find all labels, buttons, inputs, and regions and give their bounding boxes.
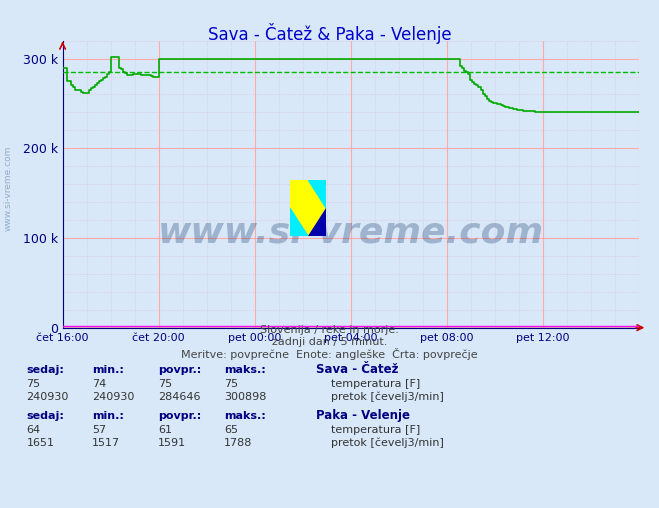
- Text: pretok [čevelj3/min]: pretok [čevelj3/min]: [331, 392, 444, 402]
- Polygon shape: [308, 180, 326, 208]
- Polygon shape: [308, 208, 326, 236]
- Text: sedaj:: sedaj:: [26, 365, 64, 375]
- Text: 65: 65: [224, 425, 238, 435]
- Text: 1788: 1788: [224, 438, 252, 448]
- Text: 75: 75: [224, 379, 238, 389]
- Text: min.:: min.:: [92, 411, 124, 421]
- Text: 75: 75: [26, 379, 40, 389]
- Text: 1651: 1651: [26, 438, 54, 448]
- Text: 284646: 284646: [158, 392, 200, 402]
- Text: 64: 64: [26, 425, 40, 435]
- Text: min.:: min.:: [92, 365, 124, 375]
- Text: povpr.:: povpr.:: [158, 365, 202, 375]
- Text: 240930: 240930: [92, 392, 134, 402]
- Text: 74: 74: [92, 379, 107, 389]
- Text: zadnji dan / 5 minut.: zadnji dan / 5 minut.: [272, 337, 387, 347]
- Text: 1517: 1517: [92, 438, 121, 448]
- Text: sedaj:: sedaj:: [26, 411, 64, 421]
- Text: 61: 61: [158, 425, 172, 435]
- Text: Sava - Čatež & Paka - Velenje: Sava - Čatež & Paka - Velenje: [208, 23, 451, 44]
- Text: www.si-vreme.com: www.si-vreme.com: [3, 145, 13, 231]
- Text: Paka - Velenje: Paka - Velenje: [316, 409, 411, 422]
- Text: maks.:: maks.:: [224, 411, 266, 421]
- Text: Slovenija / reke in morje.: Slovenija / reke in morje.: [260, 325, 399, 335]
- Text: Meritve: povprečne  Enote: angleške  Črta: povprečje: Meritve: povprečne Enote: angleške Črta:…: [181, 348, 478, 360]
- Text: maks.:: maks.:: [224, 365, 266, 375]
- Text: 300898: 300898: [224, 392, 266, 402]
- Text: pretok [čevelj3/min]: pretok [čevelj3/min]: [331, 437, 444, 448]
- Text: www.si-vreme.com: www.si-vreme.com: [158, 216, 544, 250]
- Text: 1591: 1591: [158, 438, 186, 448]
- Text: 240930: 240930: [26, 392, 69, 402]
- Text: temperatura [F]: temperatura [F]: [331, 379, 420, 389]
- Text: temperatura [F]: temperatura [F]: [331, 425, 420, 435]
- Text: Sava - Čatež: Sava - Čatež: [316, 363, 399, 376]
- Text: 57: 57: [92, 425, 106, 435]
- Text: povpr.:: povpr.:: [158, 411, 202, 421]
- Polygon shape: [290, 208, 308, 236]
- Text: 75: 75: [158, 379, 172, 389]
